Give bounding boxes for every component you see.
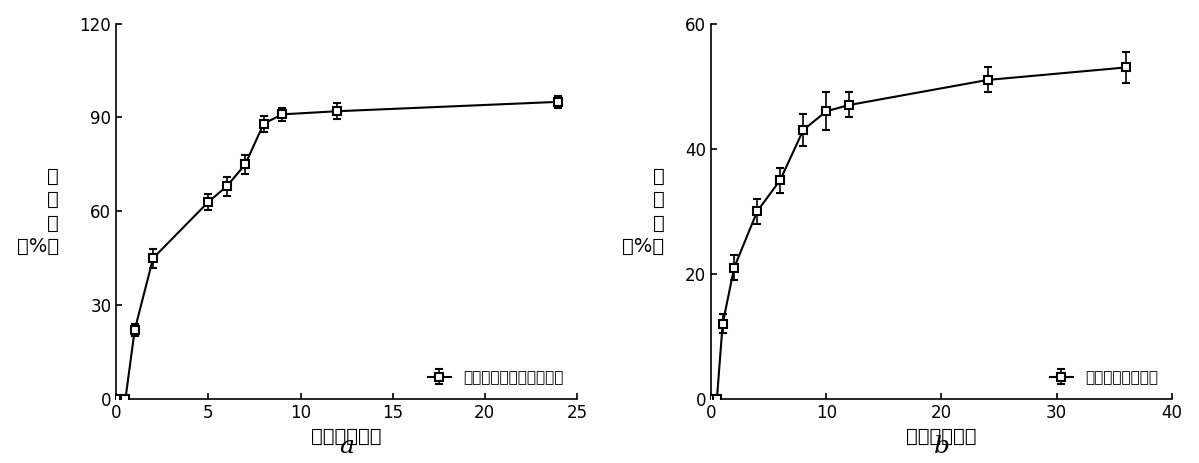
X-axis label: 时间（小时）: 时间（小时）	[906, 427, 977, 446]
Y-axis label: 释
放
量
（%）: 释 放 量 （%）	[622, 167, 664, 256]
Y-axis label: 释
放
量
（%）: 释 放 量 （%）	[17, 167, 59, 256]
Text: a: a	[339, 435, 354, 458]
Text: b: b	[934, 435, 950, 458]
X-axis label: 时间（小时）: 时间（小时）	[312, 427, 381, 446]
Legend: 布洛芙的载药凝胶: 布洛芙的载药凝胶	[1044, 364, 1164, 391]
Legend: 盐酸多西环素的载药凝胶: 盐酸多西环素的载药凝胶	[422, 364, 570, 391]
